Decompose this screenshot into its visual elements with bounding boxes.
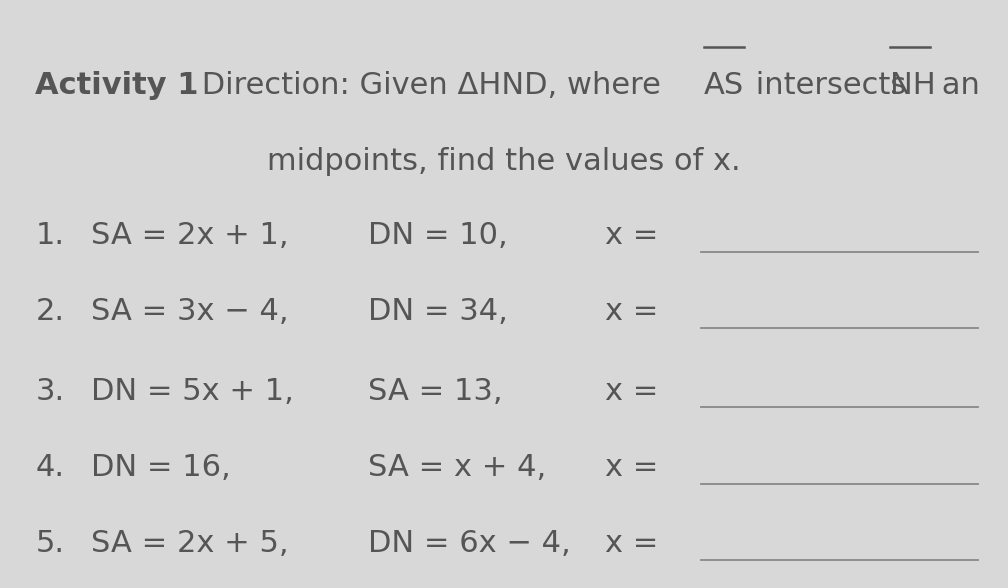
Text: x =: x = — [605, 376, 668, 406]
Text: x =: x = — [605, 453, 668, 482]
Text: DN = 6x − 4,: DN = 6x − 4, — [368, 529, 571, 559]
Text: Direction: Given ΔHND, where: Direction: Given ΔHND, where — [192, 71, 670, 99]
Text: midpoints, find the values of x.: midpoints, find the values of x. — [267, 147, 741, 176]
Text: DN = 10,: DN = 10, — [368, 220, 508, 250]
Text: SA = 13,: SA = 13, — [368, 376, 503, 406]
Text: 5.: 5. — [35, 529, 65, 559]
Text: SA = 3x − 4,: SA = 3x − 4, — [91, 297, 288, 326]
Text: Activity 1: Activity 1 — [35, 71, 199, 99]
Text: 4.: 4. — [35, 453, 65, 482]
Text: DN = 34,: DN = 34, — [368, 297, 508, 326]
Text: 2.: 2. — [35, 297, 65, 326]
Text: x =: x = — [605, 529, 668, 559]
Text: DN = 5x + 1,: DN = 5x + 1, — [91, 376, 293, 406]
Text: NH: NH — [890, 71, 935, 99]
Text: AS: AS — [704, 71, 744, 99]
Text: x =: x = — [605, 297, 668, 326]
Text: SA = x + 4,: SA = x + 4, — [368, 453, 546, 482]
Text: SA = 2x + 5,: SA = 2x + 5, — [91, 529, 288, 559]
Text: an: an — [932, 71, 980, 99]
Text: 3.: 3. — [35, 376, 65, 406]
Text: intersects: intersects — [746, 71, 916, 99]
Text: SA = 2x + 1,: SA = 2x + 1, — [91, 220, 288, 250]
Text: DN = 16,: DN = 16, — [91, 453, 231, 482]
Text: 1.: 1. — [35, 220, 65, 250]
Text: x =: x = — [605, 220, 668, 250]
